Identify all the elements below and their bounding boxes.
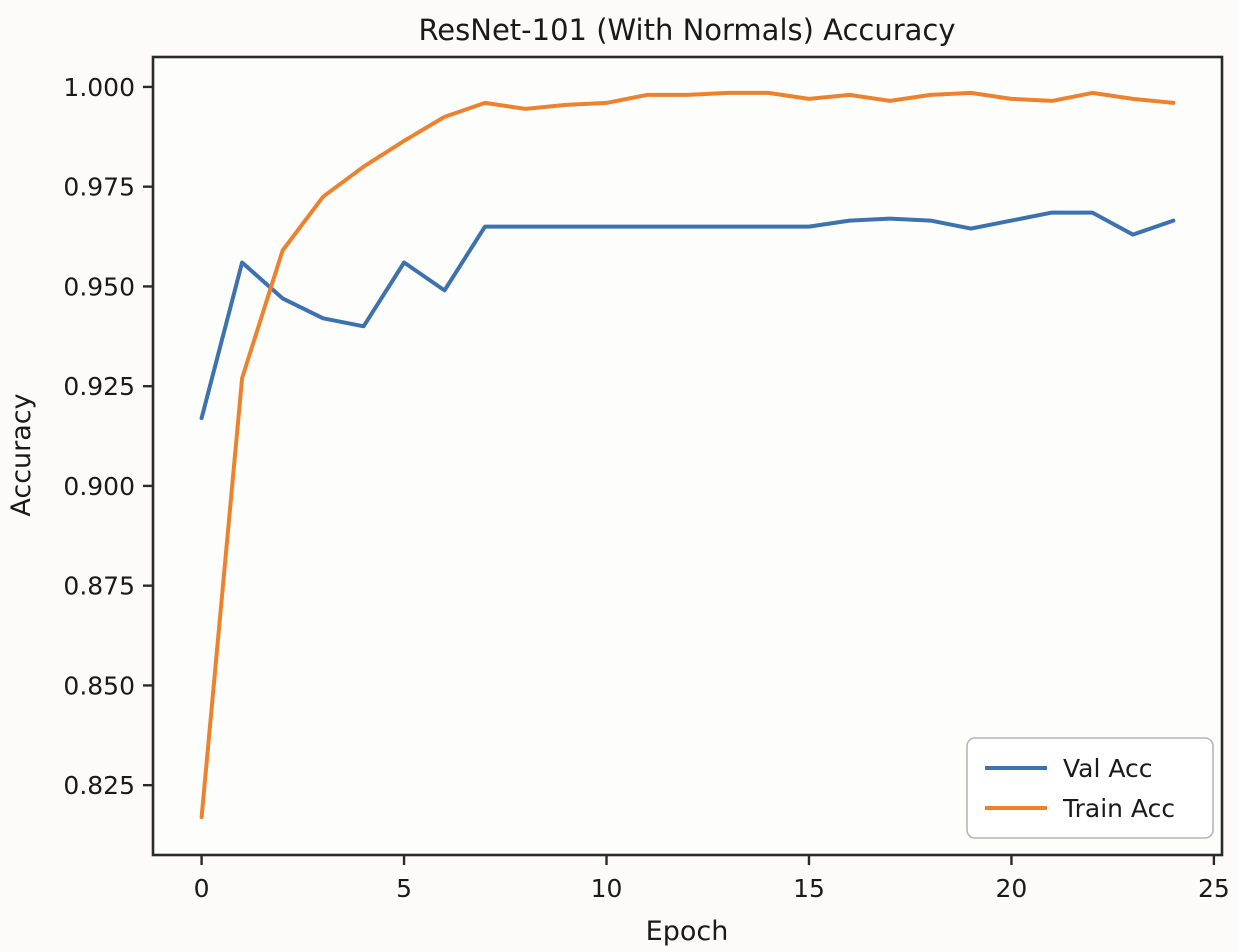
axes-frame — [151, 55, 1224, 857]
y-axis-label: Accuracy — [6, 393, 37, 516]
y-tick-label: 0.875 — [63, 572, 135, 601]
y-tick-label: 1.000 — [63, 73, 135, 102]
y-tick-label: 0.900 — [63, 472, 135, 501]
x-axis-label: Epoch — [646, 916, 729, 947]
chart-title: ResNet-101 (With Normals) Accuracy — [418, 13, 955, 47]
x-tick-label: 15 — [793, 874, 825, 903]
x-tick-label: 5 — [396, 874, 412, 903]
y-tick-label: 0.825 — [63, 771, 135, 800]
x-tick-label: 25 — [1198, 874, 1230, 903]
legend-label-train-acc: Train Acc — [1062, 794, 1175, 823]
x-tick-label: 20 — [996, 874, 1028, 903]
x-tick-label: 0 — [194, 874, 210, 903]
x-tick-label: 10 — [591, 874, 623, 903]
legend-label-val-acc: Val Acc — [1063, 754, 1153, 783]
y-tick-label: 0.925 — [63, 372, 135, 401]
legend: Val Acc Train Acc — [966, 737, 1214, 839]
series-line-val-acc — [199, 210, 1176, 421]
y-tick-label: 0.950 — [63, 272, 135, 301]
y-tick-label: 0.975 — [63, 173, 135, 202]
plot-area: 0 5 10 15 20 25 0.825 0.850 0.875 0.900 0.925 0.950… — [63, 55, 1230, 903]
series-line-train-acc — [199, 90, 1176, 820]
legend-box — [966, 737, 1214, 839]
y-tick-label: 0.850 — [63, 671, 135, 700]
